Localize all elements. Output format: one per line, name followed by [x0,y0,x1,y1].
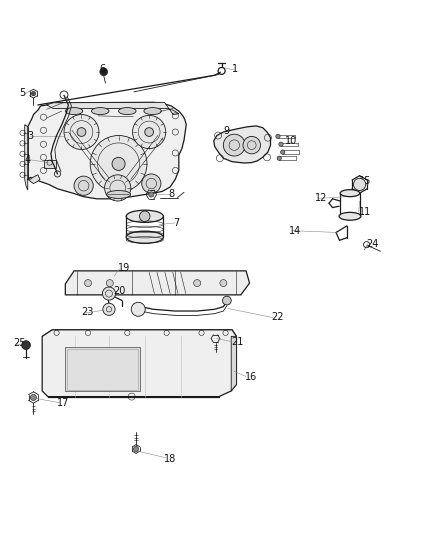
Circle shape [30,394,36,400]
Circle shape [100,68,108,76]
Ellipse shape [339,212,361,220]
Text: 6: 6 [99,64,105,74]
Text: 5: 5 [19,88,25,98]
Circle shape [131,302,145,316]
Circle shape [194,280,201,287]
Circle shape [223,296,231,305]
Text: 19: 19 [118,263,130,273]
Circle shape [149,192,154,197]
Text: 11: 11 [359,207,371,217]
Ellipse shape [119,108,136,115]
Circle shape [145,128,153,136]
Text: 9: 9 [223,126,230,136]
Text: 18: 18 [164,454,177,464]
Polygon shape [42,330,237,397]
Polygon shape [25,125,40,190]
Circle shape [21,341,30,350]
Text: 23: 23 [81,308,94,317]
Text: 10: 10 [285,136,297,146]
Circle shape [276,134,280,139]
Circle shape [90,135,147,192]
Text: 12: 12 [315,192,328,203]
Polygon shape [231,336,237,391]
Polygon shape [46,102,179,115]
Ellipse shape [65,108,83,115]
Circle shape [353,179,366,190]
Bar [65,348,140,391]
Circle shape [74,176,93,195]
Polygon shape [214,126,271,163]
Text: 16: 16 [245,372,258,382]
Ellipse shape [340,190,360,197]
Circle shape [112,157,125,171]
Circle shape [103,303,115,316]
Text: 3: 3 [27,131,33,141]
Ellipse shape [106,190,131,198]
Ellipse shape [92,108,109,115]
Circle shape [64,115,99,149]
Polygon shape [42,330,237,336]
Text: 22: 22 [272,312,284,322]
Circle shape [102,287,116,300]
Polygon shape [28,102,186,199]
Ellipse shape [126,210,163,222]
Ellipse shape [126,231,163,244]
Text: 20: 20 [113,286,126,295]
Text: 1: 1 [232,64,238,74]
Text: 17: 17 [57,398,69,408]
Ellipse shape [144,108,161,115]
Polygon shape [65,271,250,295]
Circle shape [133,116,166,149]
Text: 14: 14 [289,225,301,236]
Circle shape [106,280,113,287]
Text: 15: 15 [359,176,371,187]
Circle shape [279,142,283,147]
Bar [67,349,138,390]
Circle shape [134,446,139,451]
Circle shape [277,156,282,160]
Text: 4: 4 [25,155,31,165]
Bar [44,160,56,168]
Text: 25: 25 [13,338,25,348]
Circle shape [281,150,285,154]
Circle shape [85,280,92,287]
Circle shape [223,134,245,156]
Text: 8: 8 [169,189,175,199]
Text: 24: 24 [367,239,379,249]
Circle shape [77,128,86,136]
Text: 21: 21 [231,337,244,346]
Circle shape [243,136,261,154]
Circle shape [142,174,161,193]
Circle shape [220,280,227,287]
Circle shape [105,175,131,201]
Circle shape [31,92,35,96]
Circle shape [140,211,150,222]
Text: 7: 7 [173,218,180,228]
